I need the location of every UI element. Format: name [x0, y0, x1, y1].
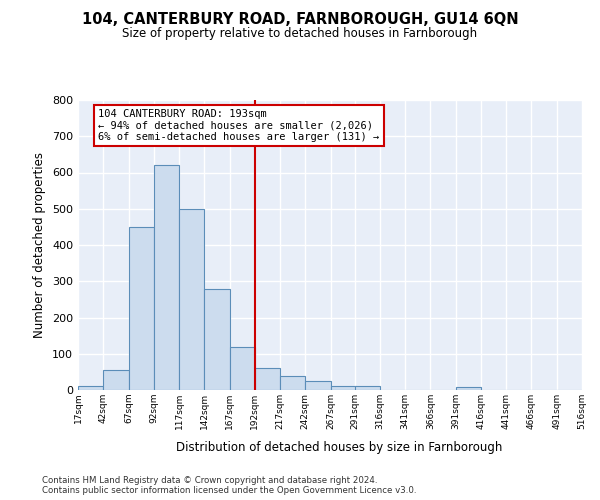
Bar [280, 376, 305, 390]
Text: Contains public sector information licensed under the Open Government Licence v3: Contains public sector information licen… [42, 486, 416, 495]
Y-axis label: Number of detached properties: Number of detached properties [34, 152, 46, 338]
Bar [78, 386, 103, 390]
Bar [331, 386, 356, 390]
Bar [179, 209, 204, 390]
Bar [204, 288, 230, 390]
Bar [128, 227, 154, 390]
Bar [103, 370, 128, 390]
Bar [456, 387, 481, 390]
Bar [230, 347, 255, 390]
Text: Distribution of detached houses by size in Farnborough: Distribution of detached houses by size … [176, 441, 502, 454]
Text: 104, CANTERBURY ROAD, FARNBOROUGH, GU14 6QN: 104, CANTERBURY ROAD, FARNBOROUGH, GU14 … [82, 12, 518, 28]
Text: Contains HM Land Registry data © Crown copyright and database right 2024.: Contains HM Land Registry data © Crown c… [42, 476, 377, 485]
Text: Size of property relative to detached houses in Farnborough: Size of property relative to detached ho… [122, 28, 478, 40]
Text: 104 CANTERBURY ROAD: 193sqm
← 94% of detached houses are smaller (2,026)
6% of s: 104 CANTERBURY ROAD: 193sqm ← 94% of det… [98, 108, 379, 142]
Bar [355, 386, 380, 390]
Bar [305, 381, 331, 390]
Bar [255, 368, 280, 390]
Bar [154, 165, 179, 390]
